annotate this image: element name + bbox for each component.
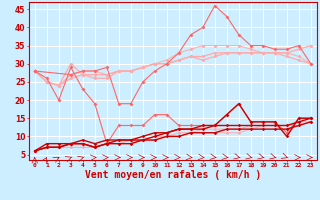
X-axis label: Vent moyen/en rafales ( km/h ): Vent moyen/en rafales ( km/h ) [85, 170, 261, 180]
